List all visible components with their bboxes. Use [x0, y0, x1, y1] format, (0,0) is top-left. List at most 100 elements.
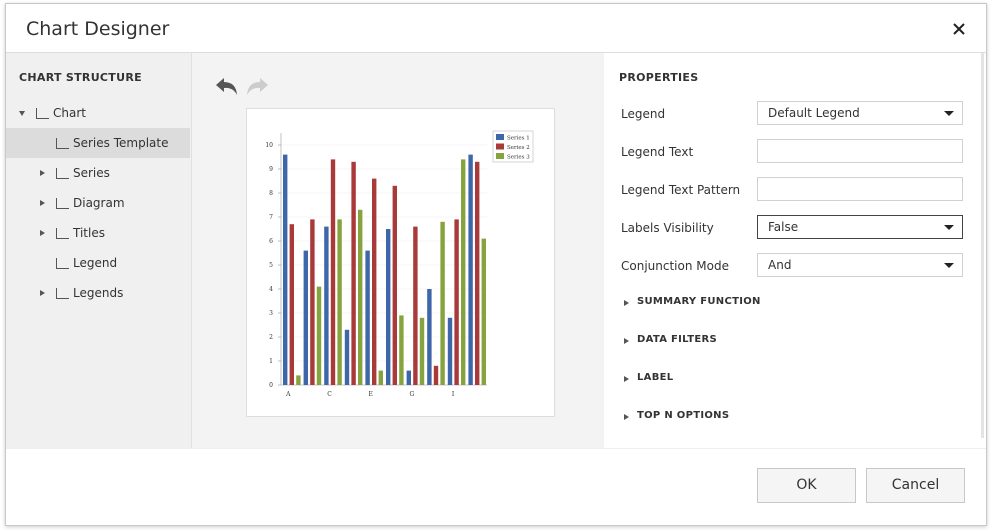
tree-icon — [56, 168, 69, 179]
bar — [406, 370, 411, 385]
bar — [386, 229, 391, 385]
tree-item[interactable]: Legend — [73, 256, 118, 270]
y-tick-label: 2 — [269, 334, 273, 341]
ok-button[interactable]: OK — [757, 468, 856, 503]
expand-arrow[interactable] — [40, 290, 45, 296]
x-tick-label: G — [410, 391, 415, 398]
tree-item[interactable]: Series — [73, 166, 110, 180]
bar — [378, 370, 383, 385]
bar — [316, 286, 322, 385]
dialog-title: Chart Designer — [26, 18, 170, 40]
bar — [454, 219, 459, 385]
expand-arrow[interactable] — [40, 230, 45, 236]
section-header[interactable]: DATA FILTERS — [637, 334, 717, 345]
section-header[interactable]: SUMMARY FUNCTION — [637, 296, 761, 307]
property-label: Legend Text Pattern — [621, 183, 741, 197]
selected-row — [6, 128, 190, 158]
expand-arrow[interactable] — [624, 376, 629, 382]
bar — [330, 159, 336, 385]
cancel-button[interactable]: Cancel — [866, 468, 965, 503]
tree-icon — [56, 138, 69, 149]
expand-arrow[interactable] — [624, 414, 629, 420]
bar — [289, 224, 294, 385]
tree-item[interactable]: Diagram — [73, 196, 125, 210]
property-input[interactable]: False — [757, 215, 963, 239]
legend-label: Series 2 — [507, 145, 530, 151]
property-input[interactable] — [757, 177, 963, 201]
chart-preview: 0 1 2 3 4 5 6 7 8 9 10 A C E G I Series 1 Series 2 Series … — [246, 108, 555, 417]
close-button[interactable] — [952, 22, 966, 36]
dialog: Chart Designer CHART STRUCTURE Chart Seri… — [5, 3, 987, 526]
tree-icon — [56, 258, 69, 269]
y-tick-label: 3 — [269, 310, 273, 317]
section-header[interactable]: LABEL — [637, 372, 674, 383]
x-tick-label: E — [369, 391, 373, 398]
bar — [475, 161, 480, 385]
property-label: Legend Text — [621, 145, 694, 159]
bar — [433, 365, 439, 385]
dropdown-caret — [944, 111, 954, 116]
expand-arrow[interactable] — [624, 338, 629, 344]
dropdown-caret — [944, 263, 954, 268]
y-tick-label: 8 — [269, 190, 273, 197]
property-label: Labels Visibility — [621, 221, 714, 235]
legend-label: Series 3 — [507, 155, 530, 161]
dropdown-caret — [944, 225, 954, 230]
bar — [303, 250, 308, 385]
tree-item[interactable]: Titles — [73, 226, 105, 240]
property-value: Default Legend — [768, 106, 860, 120]
property-label: Conjunction Mode — [621, 259, 729, 273]
bar — [337, 219, 342, 385]
tree-icon — [56, 288, 69, 299]
bar — [324, 226, 329, 385]
bar — [440, 221, 445, 385]
preview-panel: 0 1 2 3 4 5 6 7 8 9 10 A C E G I Series 1 Series 2 Series … — [192, 53, 604, 448]
property-input[interactable] — [757, 139, 963, 163]
legend-label: Series 1 — [507, 136, 530, 142]
expand-arrow[interactable] — [624, 300, 629, 306]
legend-swatch — [496, 153, 504, 159]
expand-arrow — [19, 111, 25, 116]
structure-panel: CHART STRUCTURE Chart Series Template Seri… — [6, 53, 192, 448]
section-header[interactable]: TOP N OPTIONS — [637, 410, 730, 421]
tree-icon — [56, 198, 69, 209]
y-tick-label: 9 — [269, 166, 273, 173]
property-value: False — [768, 220, 799, 234]
bar — [296, 375, 301, 385]
tree-item[interactable]: Series Template — [73, 136, 169, 150]
separator — [6, 448, 986, 449]
bar — [310, 219, 315, 385]
bar — [481, 238, 486, 385]
x-tick-label: A — [285, 391, 291, 398]
y-tick-label: 1 — [269, 358, 273, 365]
bar — [419, 317, 425, 385]
scrollbar — [981, 53, 984, 438]
bar — [351, 161, 356, 385]
undo-redo[interactable] — [210, 75, 274, 101]
property-label: Legend — [621, 107, 666, 121]
legend-swatch — [496, 143, 504, 150]
expand-arrow[interactable] — [40, 170, 45, 176]
y-tick-label: 5 — [269, 262, 273, 269]
y-tick-label: 10 — [265, 142, 273, 149]
property-input[interactable]: Default Legend — [757, 101, 963, 125]
separator — [6, 52, 986, 53]
legend-swatch — [496, 134, 504, 140]
tree-icon — [36, 108, 49, 119]
bar — [447, 317, 453, 385]
bar — [372, 178, 377, 385]
bar — [461, 159, 466, 385]
panel-title: PROPERTIES — [619, 71, 699, 84]
x-tick-label: I — [452, 391, 455, 398]
bar — [283, 154, 288, 385]
tree-icon — [56, 228, 69, 239]
expand-arrow[interactable] — [40, 200, 45, 206]
bar — [344, 329, 350, 385]
property-value: And — [768, 258, 792, 272]
property-input[interactable]: And — [757, 253, 963, 277]
bar — [392, 185, 397, 385]
tree-item[interactable]: Legends — [73, 286, 124, 300]
tree-item[interactable]: Chart — [53, 106, 86, 120]
bar — [468, 154, 473, 385]
